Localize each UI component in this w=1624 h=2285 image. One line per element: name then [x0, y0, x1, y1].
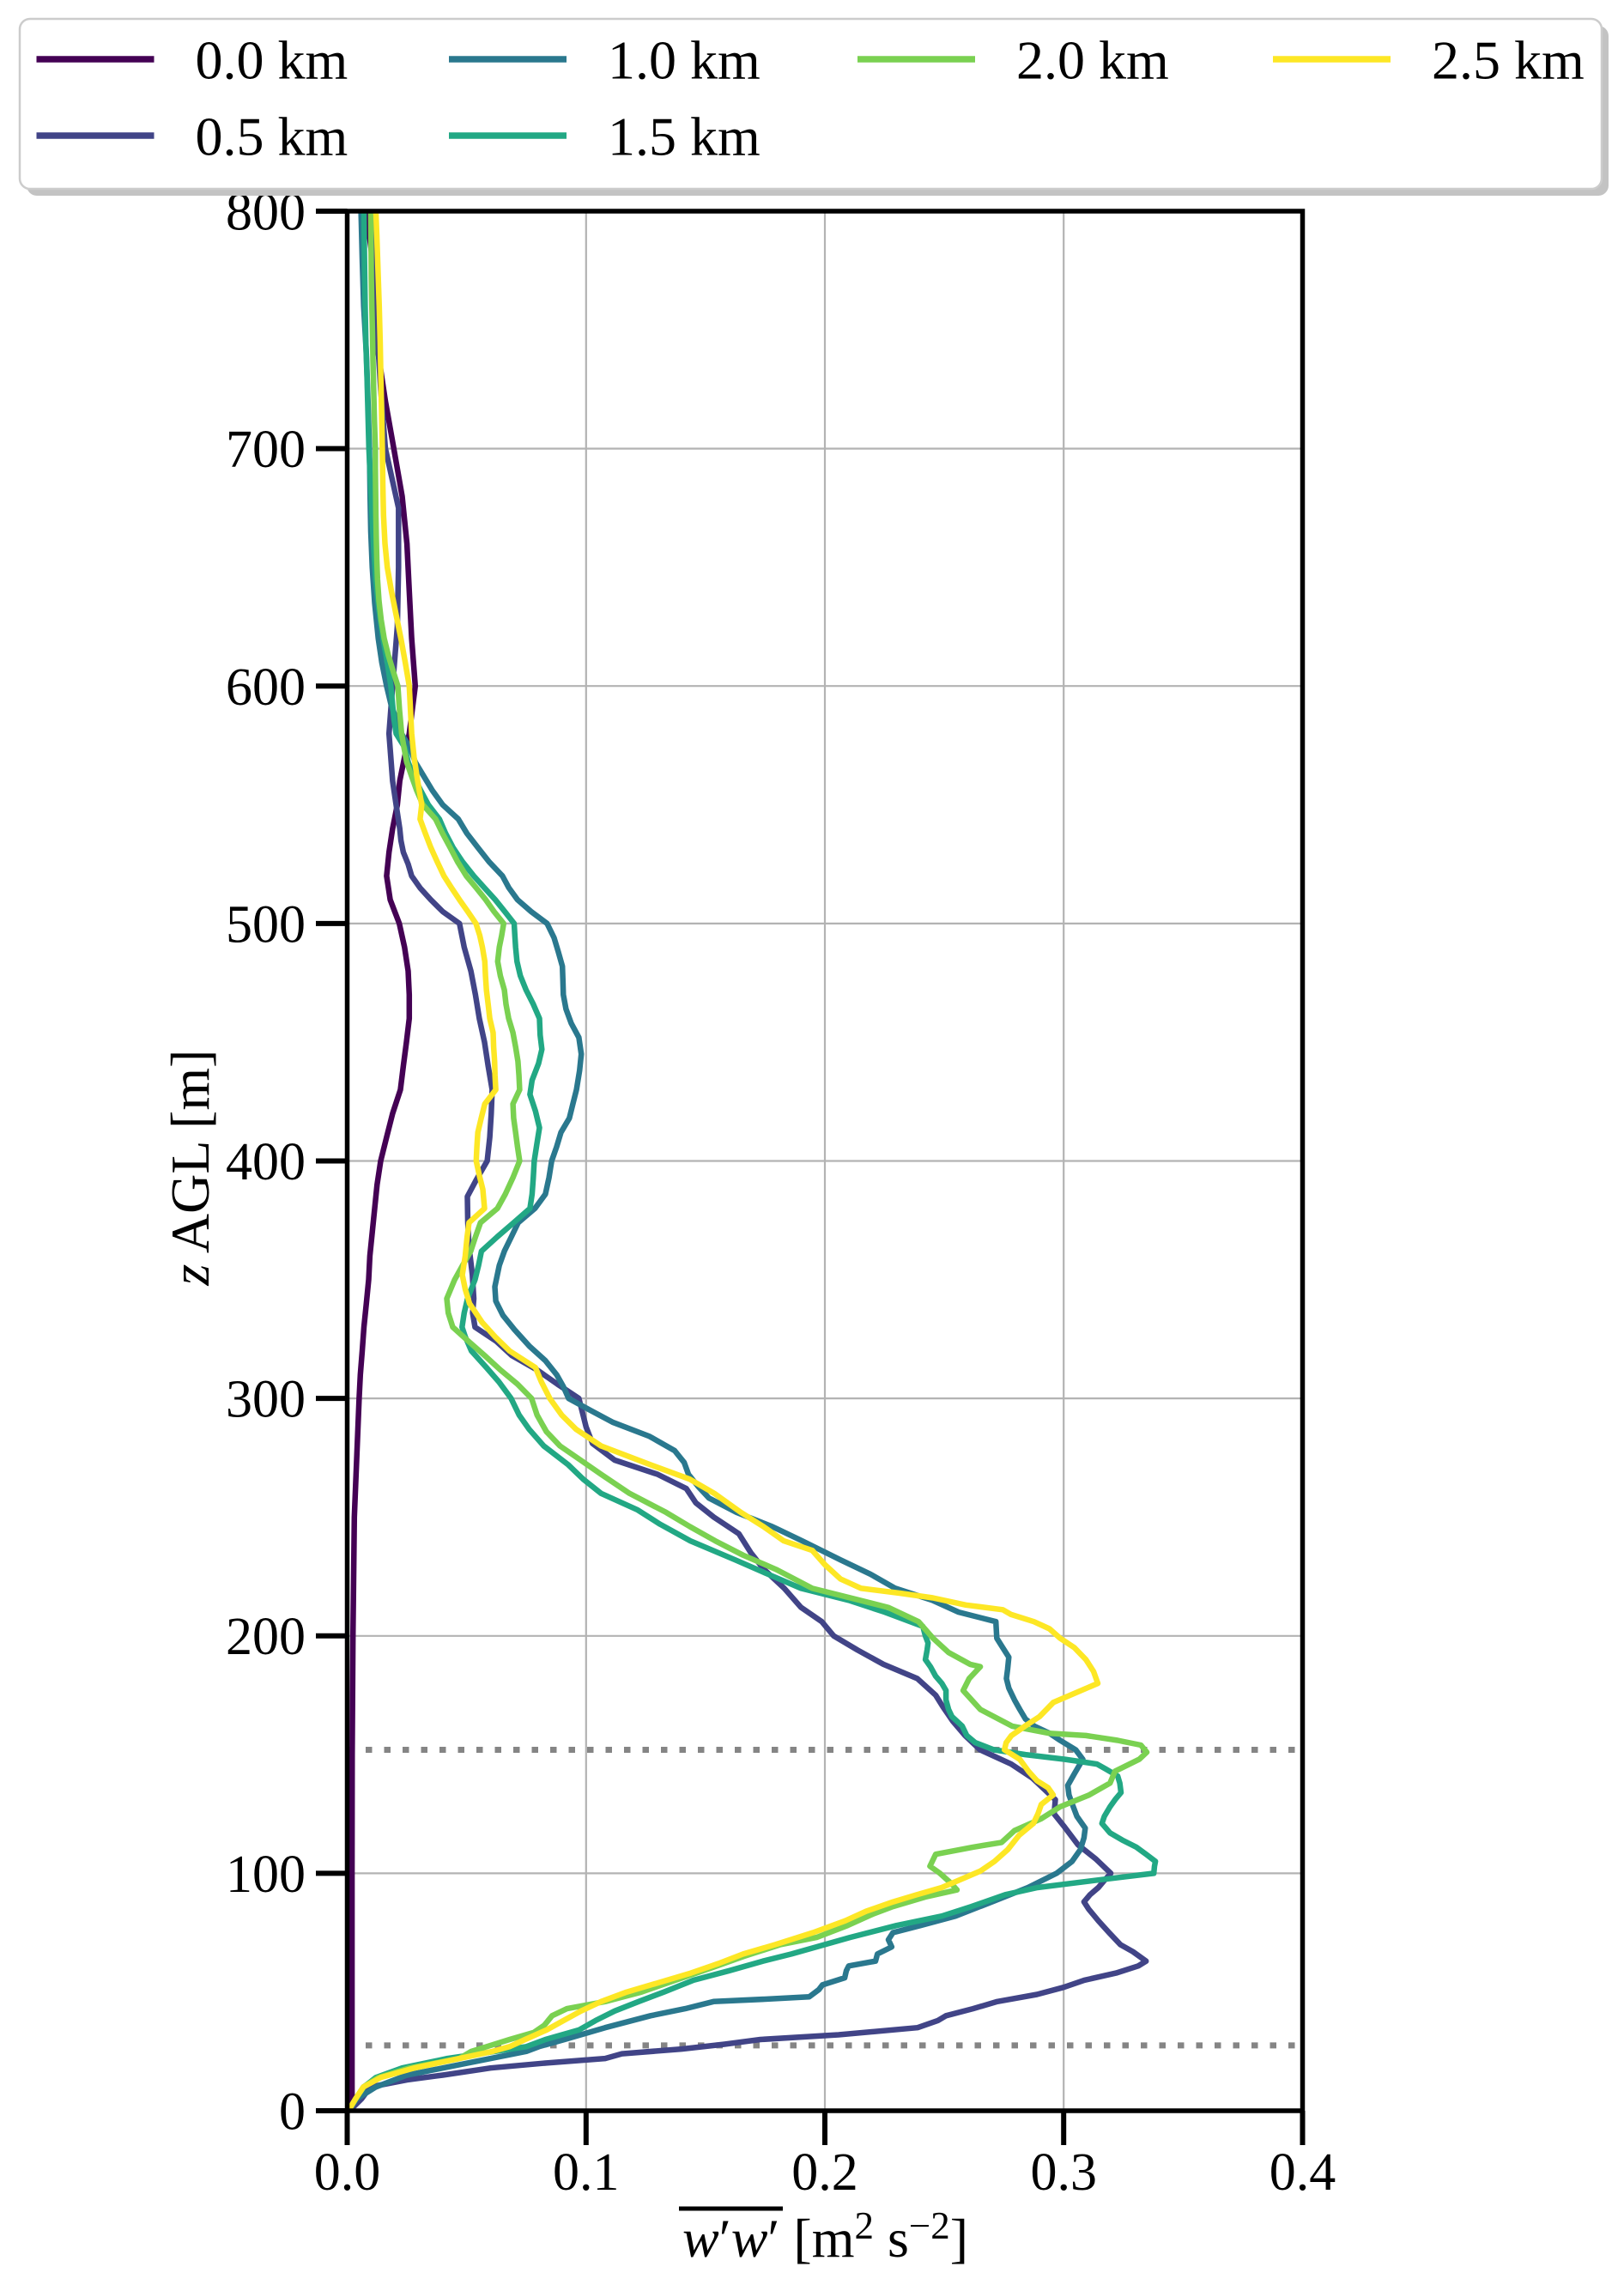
svg-text:200: 200: [226, 1608, 306, 1666]
svg-text:0.1: 0.1: [553, 2143, 620, 2202]
svg-text:2.0 km: 2.0 km: [1016, 30, 1169, 91]
svg-text:100: 100: [226, 1846, 306, 1904]
svg-text:700: 700: [226, 421, 306, 479]
svg-text:600: 600: [226, 658, 306, 717]
svg-text:0.3: 0.3: [1030, 2143, 1097, 2202]
svg-text:300: 300: [226, 1371, 306, 1429]
svg-text:1.0 km: 1.0 km: [608, 30, 760, 91]
svg-text:0.2: 0.2: [791, 2143, 858, 2202]
svg-text:0.0: 0.0: [314, 2143, 381, 2202]
svg-text:1.5 km: 1.5 km: [608, 106, 760, 167]
svg-text:0.0 km: 0.0 km: [196, 30, 348, 91]
svg-text:500: 500: [226, 895, 306, 954]
svg-text:0: 0: [279, 2083, 306, 2142]
svg-text:2.5 km: 2.5 km: [1432, 30, 1585, 91]
svg-text:0.5 km: 0.5 km: [196, 106, 348, 167]
svg-text:400: 400: [226, 1133, 306, 1191]
svg-text:0.4: 0.4: [1270, 2143, 1336, 2202]
svg-text:z AGL [m]: z AGL [m]: [160, 1050, 221, 1287]
